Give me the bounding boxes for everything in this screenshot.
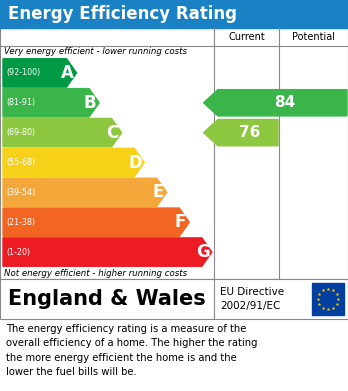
Bar: [0, 0, 348, 28]
Text: E: E: [152, 183, 164, 201]
Text: (81-91): (81-91): [6, 98, 35, 107]
Text: F: F: [175, 213, 186, 231]
Polygon shape: [3, 118, 122, 147]
Polygon shape: [3, 89, 99, 117]
Text: Energy Efficiency Rating: Energy Efficiency Rating: [8, 5, 237, 23]
Polygon shape: [204, 120, 278, 146]
Polygon shape: [3, 238, 212, 266]
Text: 76: 76: [239, 125, 261, 140]
Text: D: D: [128, 154, 142, 172]
Text: England & Wales: England & Wales: [8, 289, 206, 309]
Text: Current: Current: [228, 32, 265, 42]
Text: A: A: [61, 64, 74, 82]
Text: B: B: [84, 94, 96, 112]
Bar: [312, 283, 344, 315]
Polygon shape: [3, 148, 144, 177]
Text: G: G: [196, 243, 210, 261]
Text: Not energy efficient - higher running costs: Not energy efficient - higher running co…: [4, 269, 187, 278]
Text: 84: 84: [274, 95, 295, 110]
Text: (1-20): (1-20): [6, 248, 30, 256]
Bar: [0, 28, 348, 279]
Bar: [0, 279, 348, 319]
Text: EU Directive
2002/91/EC: EU Directive 2002/91/EC: [220, 287, 284, 310]
Polygon shape: [3, 59, 77, 87]
Polygon shape: [3, 208, 189, 237]
Text: (55-68): (55-68): [6, 158, 35, 167]
Text: C: C: [106, 124, 119, 142]
Text: (39-54): (39-54): [6, 188, 35, 197]
Text: (69-80): (69-80): [6, 128, 35, 137]
Text: The energy efficiency rating is a measure of the
overall efficiency of a home. T: The energy efficiency rating is a measur…: [6, 324, 258, 377]
Polygon shape: [204, 90, 347, 116]
Text: (92-100): (92-100): [6, 68, 40, 77]
Text: Potential: Potential: [292, 32, 335, 42]
Text: Very energy efficient - lower running costs: Very energy efficient - lower running co…: [4, 47, 187, 57]
Text: (21-38): (21-38): [6, 218, 35, 227]
Polygon shape: [3, 178, 167, 206]
